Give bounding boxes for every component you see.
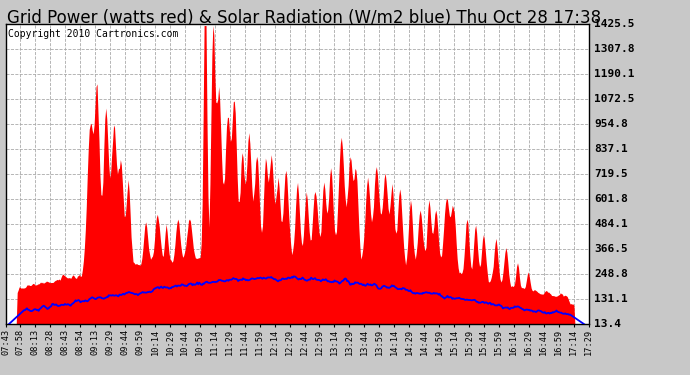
Text: 131.1: 131.1 <box>594 294 628 304</box>
Text: Grid Power (watts red) & Solar Radiation (W/m2 blue) Thu Oct 28 17:38: Grid Power (watts red) & Solar Radiation… <box>6 9 601 27</box>
Text: 248.8: 248.8 <box>594 269 628 279</box>
Text: 719.5: 719.5 <box>594 170 628 179</box>
Text: 601.8: 601.8 <box>594 194 628 204</box>
Text: Copyright 2010 Cartronics.com: Copyright 2010 Cartronics.com <box>8 29 179 39</box>
Text: 1190.1: 1190.1 <box>594 69 635 80</box>
Text: 1307.8: 1307.8 <box>594 44 635 54</box>
Text: 954.8: 954.8 <box>594 119 628 129</box>
Text: 1425.5: 1425.5 <box>594 20 635 29</box>
Text: 366.5: 366.5 <box>594 244 628 254</box>
Text: 837.1: 837.1 <box>594 144 628 154</box>
Text: 484.1: 484.1 <box>594 219 628 230</box>
Text: 1072.5: 1072.5 <box>594 94 635 104</box>
Text: 13.4: 13.4 <box>594 320 621 329</box>
